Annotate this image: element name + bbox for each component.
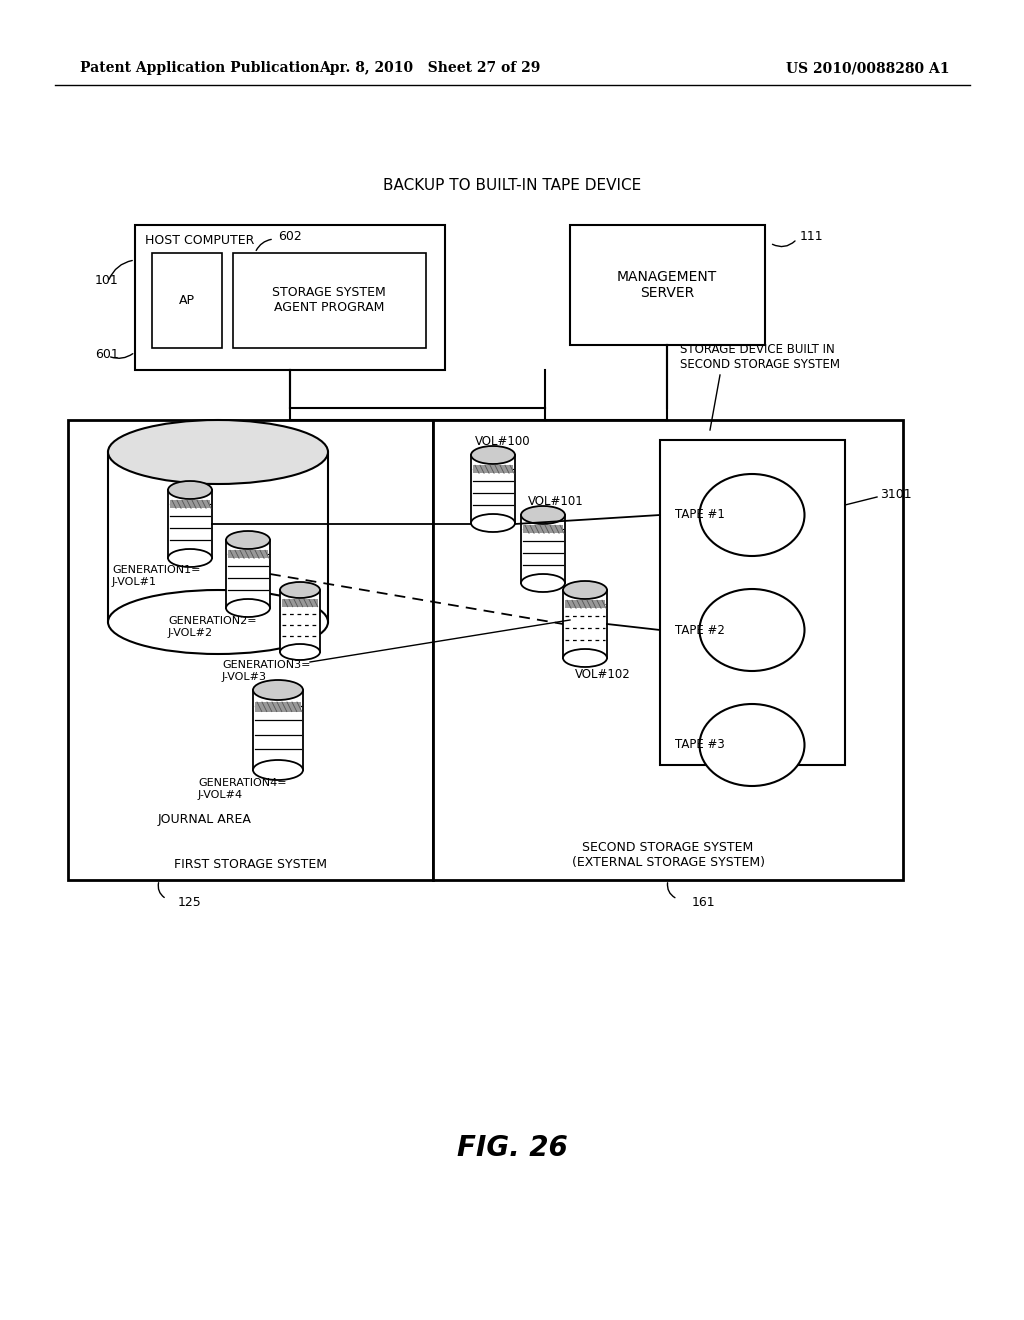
Text: TAPE #2: TAPE #2 — [675, 623, 725, 636]
Ellipse shape — [253, 680, 303, 700]
Ellipse shape — [699, 474, 805, 556]
Text: VOL#101: VOL#101 — [528, 495, 584, 508]
Bar — [168, 490, 212, 558]
Bar — [152, 253, 222, 348]
Bar — [68, 420, 433, 880]
Text: 602: 602 — [278, 230, 302, 243]
Text: Apr. 8, 2010   Sheet 27 of 29: Apr. 8, 2010 Sheet 27 of 29 — [319, 61, 541, 75]
Text: MANAGEMENT
SERVER: MANAGEMENT SERVER — [616, 269, 717, 300]
Bar — [108, 451, 328, 622]
Ellipse shape — [226, 599, 270, 616]
Bar — [282, 599, 318, 607]
Text: TAPE #3: TAPE #3 — [675, 738, 725, 751]
Text: 125: 125 — [177, 895, 202, 908]
Text: 601: 601 — [95, 348, 119, 362]
Ellipse shape — [280, 644, 319, 660]
Text: 3101: 3101 — [880, 488, 911, 502]
Bar — [170, 500, 210, 508]
Text: STORAGE DEVICE BUILT IN
SECOND STORAGE SYSTEM: STORAGE DEVICE BUILT IN SECOND STORAGE S… — [680, 343, 840, 371]
Text: HOST COMPUTER: HOST COMPUTER — [145, 235, 254, 248]
Text: VOL#100: VOL#100 — [475, 436, 530, 447]
Ellipse shape — [168, 549, 212, 568]
Ellipse shape — [168, 480, 212, 499]
Text: TAPE #1: TAPE #1 — [675, 508, 725, 521]
Ellipse shape — [108, 420, 328, 484]
Text: GENERATION2=
J-VOL#2: GENERATION2= J-VOL#2 — [168, 616, 257, 638]
Text: GENERATION1=
J-VOL#1: GENERATION1= J-VOL#1 — [112, 565, 201, 586]
Ellipse shape — [563, 581, 607, 599]
Text: BACKUP TO BUILT-IN TAPE DEVICE: BACKUP TO BUILT-IN TAPE DEVICE — [383, 177, 641, 193]
Ellipse shape — [563, 649, 607, 667]
Text: SECOND STORAGE SYSTEM
(EXTERNAL STORAGE SYSTEM): SECOND STORAGE SYSTEM (EXTERNAL STORAGE … — [571, 841, 765, 869]
Bar — [563, 590, 607, 657]
Ellipse shape — [699, 589, 805, 671]
Ellipse shape — [226, 531, 270, 549]
Text: JOURNAL AREA: JOURNAL AREA — [158, 813, 252, 826]
Ellipse shape — [521, 574, 565, 591]
Bar — [280, 590, 319, 652]
Bar — [135, 224, 445, 370]
Bar — [433, 420, 903, 880]
Ellipse shape — [521, 506, 565, 524]
Text: 161: 161 — [691, 895, 715, 908]
Bar — [565, 601, 605, 609]
Ellipse shape — [471, 513, 515, 532]
Bar — [228, 550, 268, 558]
Ellipse shape — [108, 590, 328, 653]
Bar — [471, 455, 515, 523]
Text: 101: 101 — [95, 273, 119, 286]
Text: VOL#102: VOL#102 — [575, 668, 631, 681]
Bar — [233, 253, 426, 348]
Ellipse shape — [699, 704, 805, 785]
Text: US 2010/0088280 A1: US 2010/0088280 A1 — [786, 61, 950, 75]
Text: STORAGE SYSTEM
AGENT PROGRAM: STORAGE SYSTEM AGENT PROGRAM — [272, 286, 386, 314]
Bar — [521, 515, 565, 583]
Text: FIG. 26: FIG. 26 — [457, 1134, 567, 1162]
Bar — [226, 540, 270, 609]
Bar — [253, 690, 303, 770]
Ellipse shape — [280, 582, 319, 598]
Text: FIRST STORAGE SYSTEM: FIRST STORAGE SYSTEM — [173, 858, 327, 871]
Text: GENERATION4=
J-VOL#4: GENERATION4= J-VOL#4 — [198, 777, 287, 800]
Bar — [255, 702, 301, 711]
Ellipse shape — [253, 760, 303, 780]
Text: 111: 111 — [800, 231, 823, 243]
Text: Patent Application Publication: Patent Application Publication — [80, 61, 319, 75]
Ellipse shape — [471, 446, 515, 465]
Text: GENERATION3=
J-VOL#3: GENERATION3= J-VOL#3 — [222, 660, 310, 681]
Text: AP: AP — [179, 293, 195, 306]
Bar — [570, 224, 765, 345]
Bar — [660, 440, 845, 766]
Bar — [523, 525, 563, 533]
Bar — [473, 465, 513, 474]
